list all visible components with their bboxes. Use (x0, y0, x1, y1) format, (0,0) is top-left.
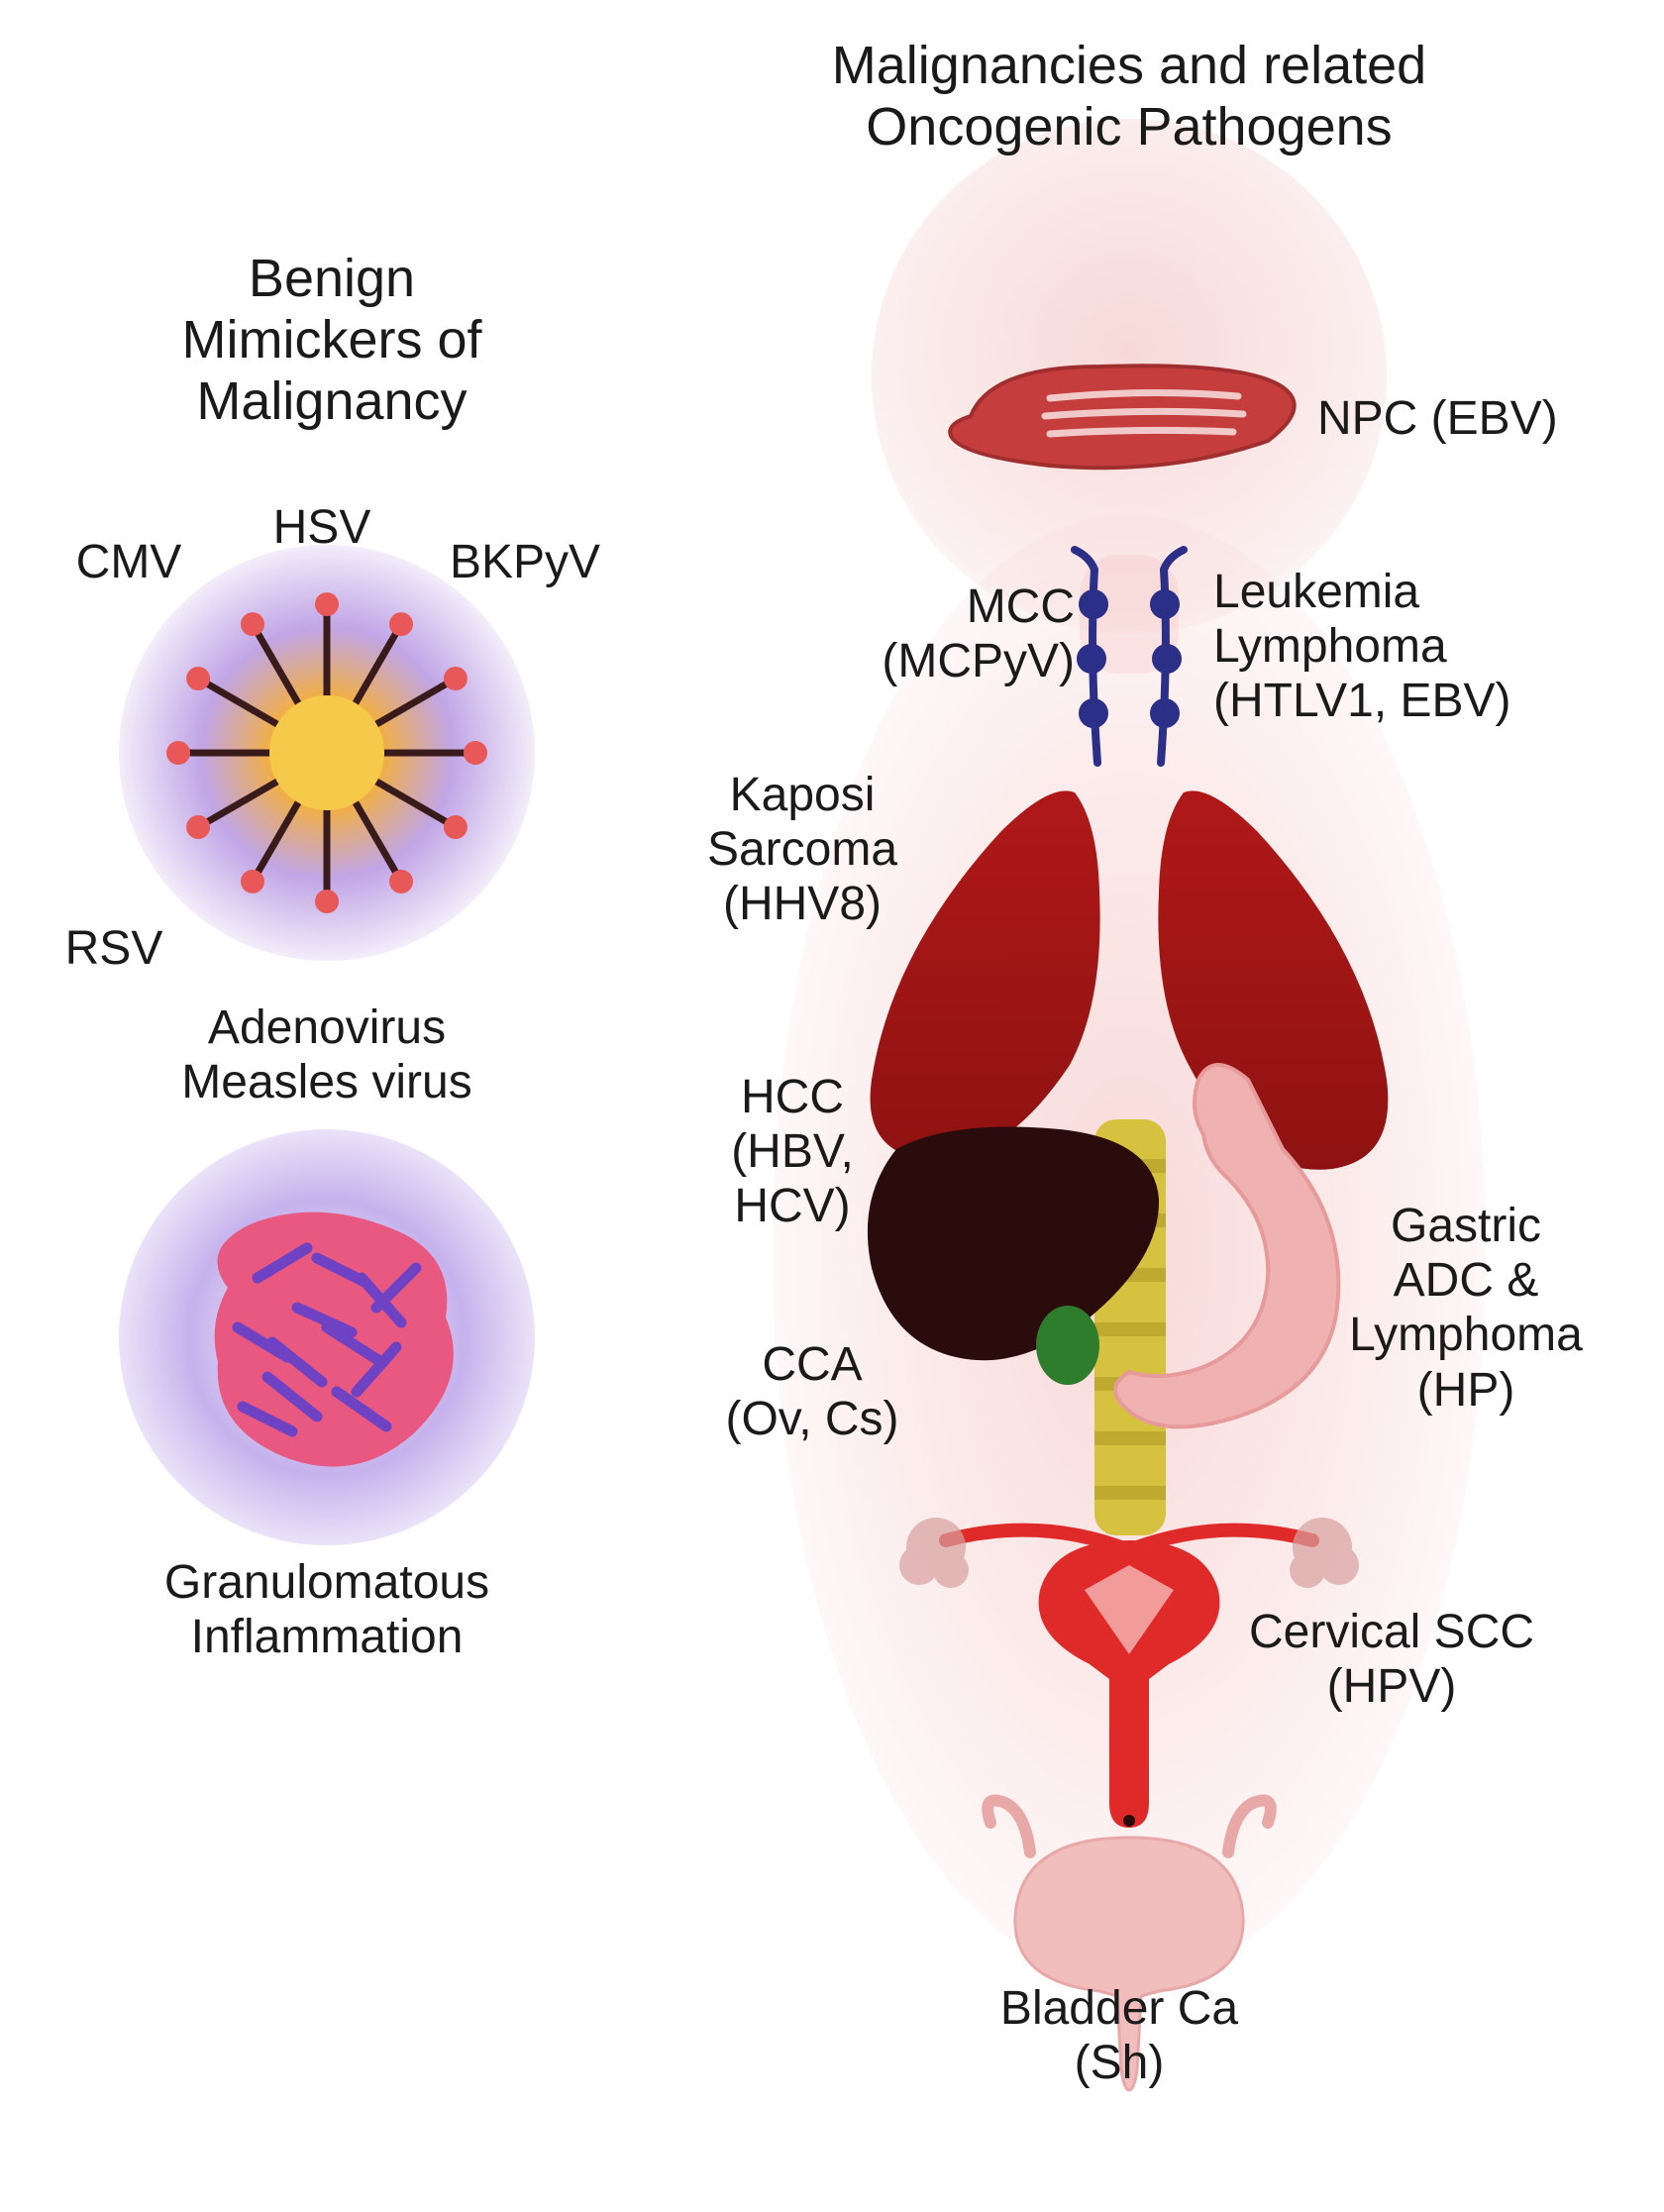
organ-label-0: NPC (EBV) (1317, 391, 1634, 446)
organ-label-4: HCC(HBV,HCV) (683, 1070, 901, 1234)
organ-label-1: MCC(MCPyV) (797, 579, 1075, 688)
organ-label-5: GastricADC &Lymphoma(HP) (1317, 1199, 1614, 1418)
organ-label-3: KaposiSarcoma(HHV8) (674, 768, 931, 932)
granuloma-label: GranulomatousInflammation (69, 1555, 584, 1664)
right-title: Malignancies and relatedOncogenic Pathog… (733, 35, 1525, 158)
organ-label-2: LeukemiaLymphoma(HTLV1, EBV) (1213, 565, 1610, 729)
virus-label-2: BKPyV (426, 535, 624, 589)
virus-label-1: HSV (253, 500, 391, 555)
organ-label-7: Cervical SCC(HPV) (1203, 1605, 1580, 1714)
organ-label-8: Bladder Ca(Sh) (941, 1981, 1298, 2090)
virus-label-3: RSV (45, 921, 183, 976)
left-title: BenignMimickers ofMalignancy (114, 248, 550, 432)
granuloma-icon (119, 1129, 535, 1545)
gallbladder-icon (1036, 1306, 1099, 1385)
virus-icon (119, 545, 535, 961)
virus-label-0: CMV (59, 535, 198, 589)
virus-label-4: AdenovirusMeasles virus (109, 1001, 545, 1109)
organ-label-6: CCA(Ov, Cs) (683, 1337, 941, 1446)
